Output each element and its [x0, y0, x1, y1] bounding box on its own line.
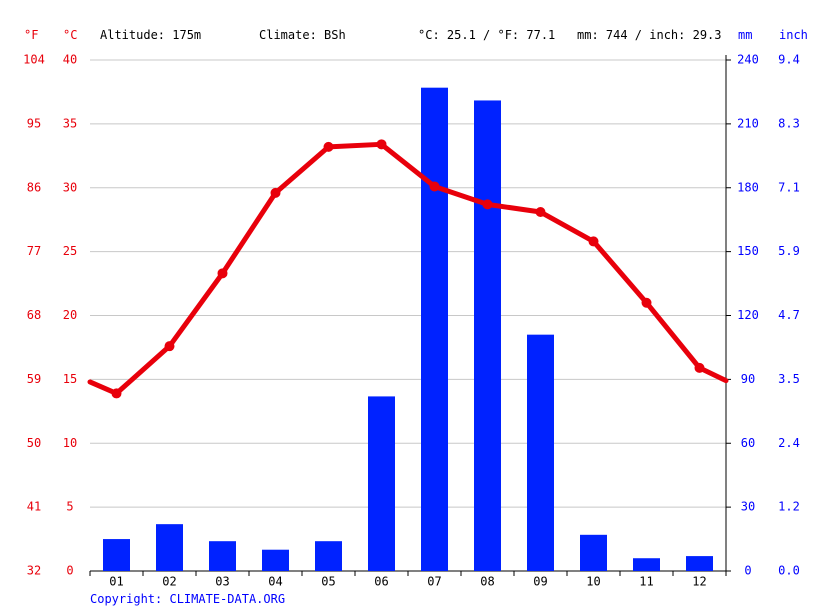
y-tick-label-fahrenheit: 104 — [23, 53, 45, 67]
y-tick-label-fahrenheit: 77 — [27, 244, 41, 258]
x-tick-label-month: 09 — [533, 575, 547, 589]
temperature-point — [482, 199, 493, 210]
precipitation-bar — [315, 541, 342, 571]
y-tick-label-celsius: 10 — [63, 436, 77, 450]
y-tick-label-mm: 150 — [737, 244, 759, 258]
unit-fahrenheit-label: °F — [24, 28, 39, 42]
axes — [89, 55, 731, 576]
y-tick-label-celsius: 20 — [63, 308, 77, 322]
y-tick-label-inch: 4.7 — [778, 308, 800, 322]
x-tick-label-month: 11 — [639, 575, 653, 589]
x-tick-label-month: 02 — [162, 575, 176, 589]
y-tick-label-celsius: 40 — [63, 53, 77, 67]
unit-inch-label: inch — [779, 28, 808, 42]
precipitation-bar — [474, 100, 501, 572]
precipitation-bar — [103, 539, 130, 571]
y-tick-label-celsius: 35 — [63, 116, 77, 130]
temperature-point — [694, 362, 705, 373]
precipitation-bars — [103, 87, 713, 572]
y-tick-label-celsius: 5 — [66, 500, 73, 514]
temperature-point — [376, 139, 387, 150]
y-tick-label-inch: 5.9 — [778, 244, 800, 258]
y-tick-label-inch: 1.2 — [778, 500, 800, 514]
x-tick-label-month: 03 — [215, 575, 229, 589]
x-tick-label-month: 12 — [692, 575, 706, 589]
grid-lines — [90, 59, 726, 508]
temperature-point — [323, 141, 334, 152]
precipitation-bar — [421, 87, 448, 571]
y-tick-label-mm: 90 — [741, 372, 755, 386]
temperature-point — [429, 181, 440, 192]
x-tick-label-month: 01 — [109, 575, 123, 589]
x-tick-label-month: 04 — [268, 575, 282, 589]
y-tick-label-fahrenheit: 68 — [27, 308, 41, 322]
x-tick-label-month: 07 — [427, 575, 441, 589]
precipitation-bar — [262, 549, 289, 571]
y-tick-label-fahrenheit: 32 — [27, 564, 41, 578]
unit-mm-label: mm — [738, 28, 753, 42]
y-tick-label-mm: 120 — [737, 308, 759, 322]
temperature-average-label: °C: 25.1 / °F: 77.1 — [418, 28, 556, 42]
y-tick-label-mm: 60 — [741, 436, 755, 450]
unit-celsius-label: °C — [63, 28, 78, 42]
y-tick-label-inch: 7.1 — [778, 180, 800, 194]
y-tick-label-fahrenheit: 41 — [27, 500, 41, 514]
y-tick-label-celsius: 0 — [66, 564, 73, 578]
temperature-series-line — [87, 141, 729, 396]
y-tick-label-inch: 8.3 — [778, 116, 800, 130]
precipitation-bar — [633, 558, 660, 571]
y-tick-label-fahrenheit: 95 — [27, 116, 41, 130]
temperature-point — [164, 341, 175, 352]
y-tick-label-celsius: 25 — [63, 244, 77, 258]
y-tick-label-mm: 180 — [737, 180, 759, 194]
temperature-point — [588, 236, 599, 247]
y-tick-label-mm: 0 — [744, 564, 751, 578]
y-tick-label-mm: 30 — [741, 500, 755, 514]
y-tick-label-celsius: 15 — [63, 372, 77, 386]
y-tick-label-inch: 9.4 — [778, 53, 800, 67]
temperature-point — [535, 207, 546, 218]
y-tick-label-fahrenheit: 86 — [27, 180, 41, 194]
temperature-point — [111, 388, 122, 399]
y-tick-label-celsius: 30 — [63, 180, 77, 194]
precipitation-bar — [527, 334, 554, 571]
y-tick-label-inch: 3.5 — [778, 372, 800, 386]
climate-label: Climate: BSh — [259, 28, 346, 42]
y-tick-label-mm: 240 — [737, 53, 759, 67]
precipitation-bar — [368, 396, 395, 571]
temperature-point — [270, 187, 281, 198]
altitude-label: Altitude: 175m — [100, 28, 202, 42]
temperature-point — [217, 268, 228, 279]
precipitation-bar — [580, 534, 607, 571]
y-tick-label-inch: 2.4 — [778, 436, 800, 450]
temperature-line — [87, 139, 729, 399]
precipitation-total-label: mm: 744 / inch: 29.3 — [577, 28, 722, 42]
y-tick-label-mm: 210 — [737, 116, 759, 130]
tick-labels: 104 40 240 9.495 35 210 8.386 30 180 7.177 25 150 5.… — [23, 53, 800, 589]
x-tick-label-month: 05 — [321, 575, 335, 589]
precipitation-bar — [209, 541, 236, 571]
x-tick-label-month: 06 — [374, 575, 388, 589]
precipitation-bar — [686, 556, 713, 571]
y-tick-label-fahrenheit: 50 — [27, 436, 41, 450]
temperature-point — [641, 297, 652, 308]
y-tick-label-inch: 0.0 — [778, 564, 800, 578]
copyright-link[interactable]: Copyright: CLIMATE-DATA.ORG — [90, 592, 286, 606]
y-tick-label-fahrenheit: 59 — [27, 372, 41, 386]
precipitation-bar — [156, 524, 183, 571]
x-tick-label-month: 08 — [480, 575, 494, 589]
x-tick-label-month: 10 — [586, 575, 600, 589]
